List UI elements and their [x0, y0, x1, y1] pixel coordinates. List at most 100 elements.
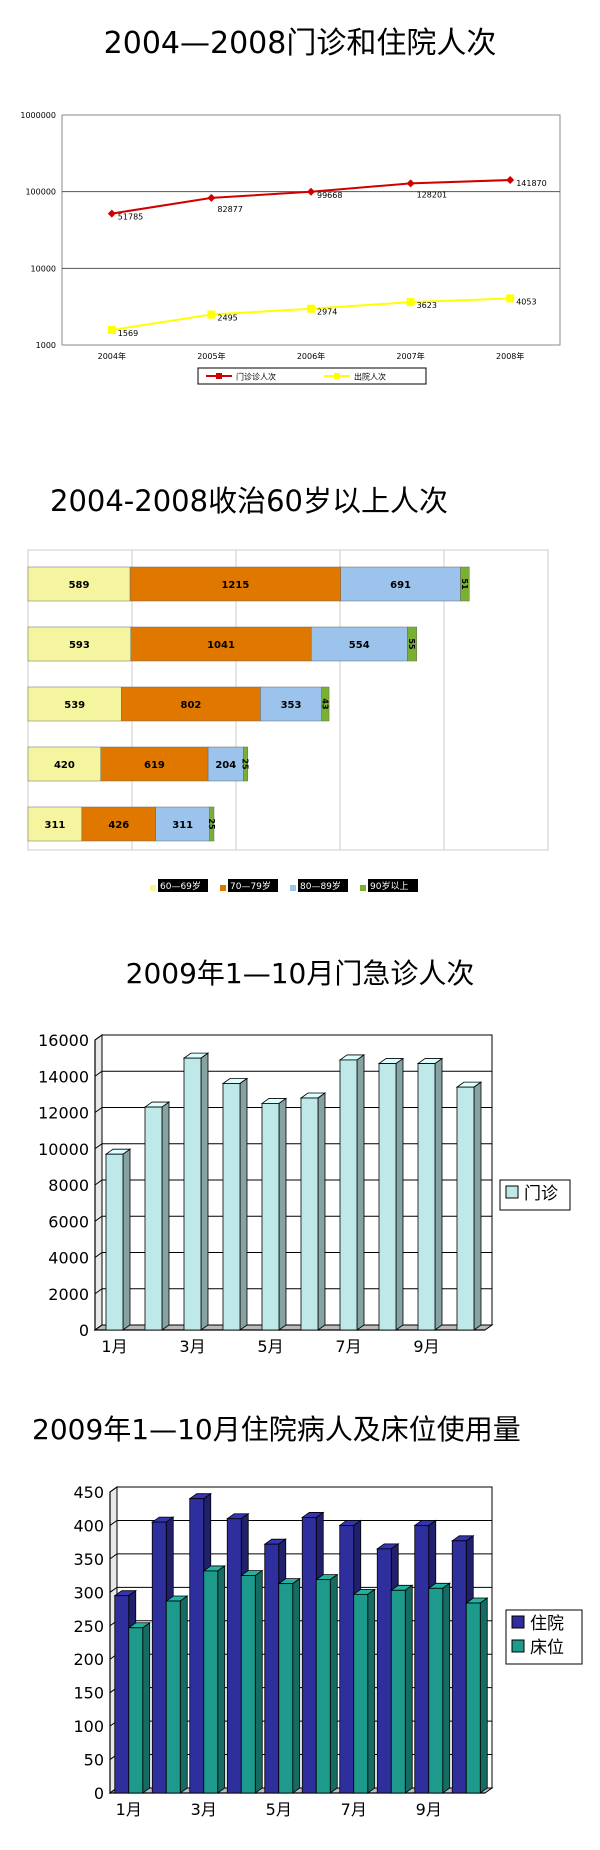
data-label: 2495 — [217, 314, 237, 323]
data-label: 2974 — [317, 308, 337, 317]
bar — [390, 1589, 406, 1794]
data-label: 593 — [69, 640, 90, 651]
bar — [203, 1570, 219, 1794]
bar-side — [254, 1569, 263, 1794]
legend-label: 80—89岁 — [300, 880, 341, 892]
bar-side — [395, 1057, 404, 1331]
bar-side — [122, 1148, 131, 1331]
x-tick-label: 1月 — [116, 1800, 142, 1819]
bar-side — [473, 1081, 482, 1331]
bar — [451, 1540, 467, 1794]
bar-side — [278, 1097, 287, 1331]
bar-side — [292, 1577, 301, 1794]
bar — [339, 1059, 358, 1331]
bar-segment — [129, 566, 341, 602]
legend-label-bg — [158, 879, 208, 892]
x-tick-label: 5月 — [257, 1337, 283, 1356]
gridline — [109, 1486, 492, 1493]
data-point — [307, 304, 315, 313]
bar-side — [179, 1595, 188, 1794]
legend-label-bg — [298, 879, 348, 892]
gridline — [109, 1519, 492, 1526]
bar-side — [239, 1077, 248, 1331]
chart4-title: 2009年1—10月住院病人及床位使用量 — [32, 1413, 521, 1446]
data-point — [406, 179, 415, 188]
legend-label: 70—79岁 — [230, 880, 271, 892]
legend-swatch-marker — [334, 373, 340, 379]
data-label: 99668 — [317, 191, 342, 200]
x-tick-label: 7月 — [341, 1800, 367, 1819]
data-label: 802 — [180, 700, 201, 711]
bar-segment — [27, 566, 131, 602]
bar — [428, 1587, 444, 1794]
bar-side — [200, 1052, 209, 1331]
y-tick-label: 12000 — [38, 1104, 89, 1123]
x-tick-label: 1月 — [101, 1337, 127, 1356]
gridline — [109, 1553, 492, 1560]
data-label: 43 — [320, 698, 329, 709]
bar-side — [142, 1622, 151, 1794]
y-tick-label: 50 — [84, 1751, 104, 1770]
y-tick-label: 100000 — [25, 188, 56, 197]
bar-side — [442, 1582, 451, 1794]
bar-segment — [209, 806, 215, 842]
bar — [151, 1521, 167, 1794]
bar-segment — [27, 746, 102, 782]
x-tick-label: 2006年 — [297, 351, 325, 361]
legend-box — [197, 367, 427, 385]
plot-area — [61, 114, 561, 346]
bar-segment — [207, 746, 244, 782]
chart3-title: 2009年1—10月门急诊人次 — [125, 957, 475, 990]
legend-label: 住院 — [530, 1614, 564, 1634]
y-tick-label: 100 — [73, 1717, 104, 1736]
y-tick-label: 250 — [73, 1617, 104, 1636]
data-label: 82877 — [217, 205, 242, 214]
data-point — [506, 176, 515, 185]
legend-swatch — [511, 1639, 525, 1653]
bar-segment — [27, 626, 132, 662]
legend-swatch-marker — [216, 373, 222, 379]
data-label: 51785 — [118, 213, 143, 222]
y-tick-label: 1000000 — [20, 111, 56, 120]
bar — [278, 1583, 294, 1794]
bar — [189, 1498, 205, 1794]
x-tick-label: 2005年 — [197, 351, 225, 361]
legend-label: 门诊诊人次 — [236, 372, 276, 382]
data-label: 539 — [64, 700, 85, 711]
y-tick-label: 2000 — [48, 1285, 89, 1304]
bar — [315, 1579, 331, 1794]
bar — [222, 1083, 241, 1331]
chart1-title: 2004—2008门诊和住院人次 — [103, 26, 497, 61]
x-tick-label: 9月 — [413, 1337, 439, 1356]
data-label: 420 — [54, 760, 75, 771]
bar — [165, 1600, 181, 1794]
bar-side — [329, 1573, 338, 1794]
series-line-0 — [111, 179, 511, 215]
bar — [339, 1525, 355, 1794]
bar-segment — [27, 806, 83, 842]
bar-segment — [260, 686, 322, 722]
x-tick-label: 2008年 — [496, 351, 524, 361]
bar-segment — [130, 626, 312, 662]
y-tick-label: 10000 — [38, 1140, 89, 1159]
bar — [144, 1106, 163, 1331]
bar — [114, 1595, 130, 1794]
data-label: 25 — [207, 818, 216, 830]
legend-swatch — [150, 885, 156, 891]
bar-segment — [340, 566, 461, 602]
x-tick-label: 9月 — [416, 1800, 442, 1819]
y-tick-label: 4000 — [48, 1249, 89, 1268]
y-tick-label: 10000 — [31, 264, 56, 273]
data-label: 1041 — [207, 640, 235, 651]
x-tick-label: 3月 — [191, 1800, 217, 1819]
bar-side — [367, 1588, 376, 1794]
series-line-1 — [111, 297, 511, 331]
chart4-inpatient-beds-monthly: 0 50 100 150 200 250 300 350 400 450 1月 3月 5月 7月 9月 住院床… — [73, 1483, 583, 1819]
data-label: 426 — [108, 820, 129, 831]
bar — [226, 1518, 242, 1794]
legend-label: 90岁以上 — [370, 880, 408, 892]
legend-swatch — [505, 1185, 519, 1199]
data-label: 554 — [349, 640, 370, 651]
data-point — [506, 294, 515, 303]
bar — [183, 1057, 202, 1331]
